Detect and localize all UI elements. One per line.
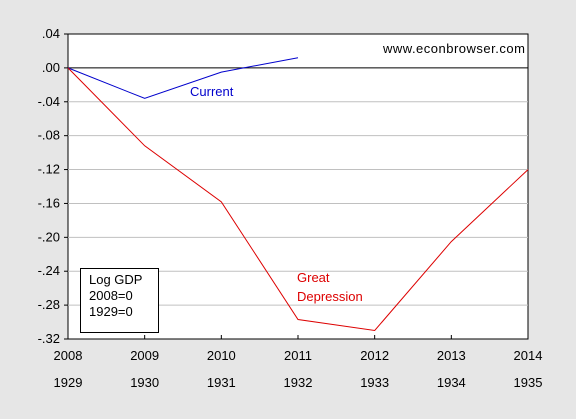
note-line: Log GDP <box>89 272 143 287</box>
y-tick-label: -.28 <box>38 297 60 312</box>
y-axis-ticks: .04 .00 -.04 -.08 -.12 -.16 -.20 -.24 -.28 -.32 <box>38 26 68 346</box>
x-tick-label-top: 2011 <box>284 348 312 363</box>
y-tick-label: -.20 <box>38 229 60 244</box>
series-layer <box>67 57 529 332</box>
series-line-great-depression <box>67 67 529 332</box>
depression-series-label-line2: Depression <box>297 289 363 304</box>
grid-lines <box>68 67 528 306</box>
y-tick-label: -.32 <box>38 331 60 346</box>
current-series-label: Current <box>190 84 234 99</box>
series-line-current <box>67 57 299 99</box>
y-tick-label: -.16 <box>38 195 60 210</box>
x-tick-label-bottom: 1932 <box>284 375 313 390</box>
y-tick-label: -.08 <box>38 128 60 143</box>
x-tick-label-top: 2013 <box>437 348 466 363</box>
x-tick-label-top: 2014 <box>514 348 543 363</box>
x-axis-ticks: 2008 1929 2009 1930 2010 1931 2011 1932 2012 1933… <box>54 335 543 390</box>
y-tick-label: -.12 <box>38 162 60 177</box>
x-tick-label-bottom: 1933 <box>360 375 389 390</box>
y-tick-label: -.04 <box>38 94 60 109</box>
x-tick-label-bottom: 1934 <box>437 375 466 390</box>
x-tick-label-top: 2010 <box>207 348 236 363</box>
x-tick-label-top: 2008 <box>54 348 83 363</box>
x-tick-label-bottom: 1930 <box>130 375 159 390</box>
y-tick-label: .00 <box>42 60 60 75</box>
x-tick-label-top: 2012 <box>360 348 389 363</box>
y-tick-label: -.24 <box>38 263 60 278</box>
y-tick-label: .04 <box>42 26 60 41</box>
note-box: Log GDP 2008=0 1929=0 <box>80 268 159 333</box>
x-tick-label-top: 2009 <box>130 348 159 363</box>
x-tick-label-bottom: 1929 <box>54 375 83 390</box>
depression-series-label-line1: Great <box>297 270 330 285</box>
note-line: 1929=0 <box>89 304 133 319</box>
x-tick-label-bottom: 1931 <box>207 375 236 390</box>
watermark-text: www.econbrowser.com <box>382 41 525 56</box>
x-tick-label-bottom: 1935 <box>514 375 543 390</box>
note-line: 2008=0 <box>89 288 133 303</box>
